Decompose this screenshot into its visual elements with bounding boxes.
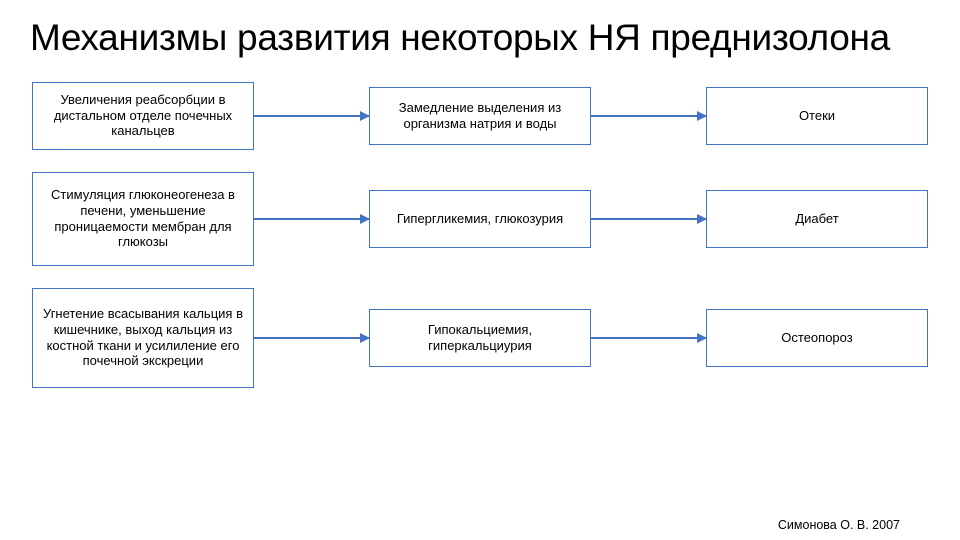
mechanism-box: Угнетение всасывания кальция в кишечнике…	[32, 288, 254, 388]
outcome-box: Отеки	[706, 87, 928, 145]
flow-row: Угнетение всасывания кальция в кишечнике…	[32, 288, 928, 388]
arrow-icon	[591, 115, 706, 117]
mechanism-box: Увеличения реабсорбции в дистальном отде…	[32, 82, 254, 150]
effect-box: Замедление выделения из организма натрия…	[369, 87, 591, 145]
effect-box: Гипергликемия, глюкозурия	[369, 190, 591, 248]
arrow-icon	[254, 115, 369, 117]
slide-title: Механизмы развития некоторых НЯ преднизо…	[0, 0, 960, 60]
arrow-icon	[591, 218, 706, 220]
flowchart: Увеличения реабсорбции в дистальном отде…	[0, 60, 960, 540]
mechanism-box: Стимуляция глюконеогенеза в печени, умен…	[32, 172, 254, 266]
arrow-icon	[254, 218, 369, 220]
arrow-icon	[254, 337, 369, 339]
outcome-box: Диабет	[706, 190, 928, 248]
flow-row: Увеличения реабсорбции в дистальном отде…	[32, 82, 928, 150]
effect-box: Гипокальциемия, гиперкальциурия	[369, 309, 591, 367]
flow-row: Стимуляция глюконеогенеза в печени, умен…	[32, 172, 928, 266]
citation-text: Симонова О. В. 2007	[778, 518, 900, 532]
outcome-box: Остеопороз	[706, 309, 928, 367]
arrow-icon	[591, 337, 706, 339]
